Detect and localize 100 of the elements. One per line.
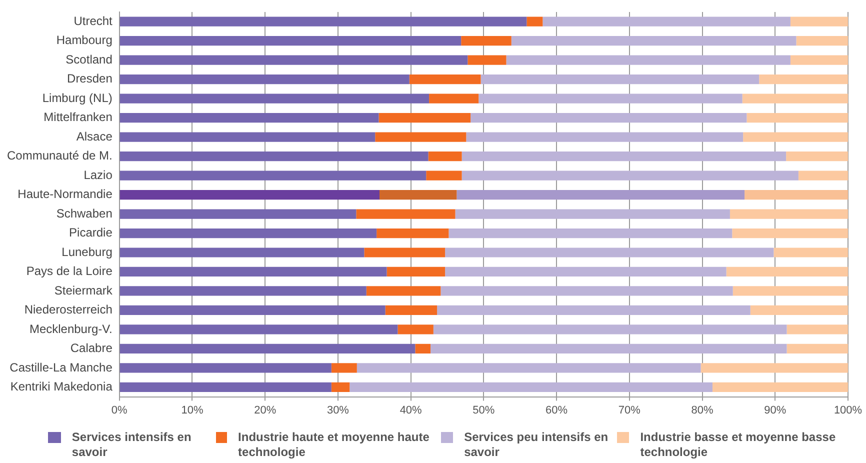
y-tick-label: Luneburg [62,244,112,259]
bar [429,94,479,104]
bar [786,324,848,334]
y-tick-label: Limburg (NL) [42,90,112,105]
bar [120,228,377,238]
y-tick-label: Steiermark [54,283,114,298]
y-tick-label: Mecklenburg-V. [29,322,112,336]
bar [433,324,787,334]
x-tick-label: 10% [181,404,204,416]
y-tick-label: Dresden [67,72,112,86]
bar [732,228,848,238]
bar [470,113,747,123]
bar [331,363,357,373]
bar [120,55,468,65]
bar [385,305,438,316]
bar [120,305,386,316]
y-tick-label: Lazio [84,168,113,182]
bar [742,94,848,104]
x-tick-label: 80% [691,404,714,416]
y-tick-label: Haute-Normandie [18,187,113,202]
y-tick-label: Scotland [66,52,112,66]
x-tick-label: 90% [764,404,786,416]
bar [120,190,380,200]
x-tick-label: 70% [618,404,641,416]
bar [120,74,410,84]
bar [796,36,848,46]
bar [746,113,848,123]
y-tick-label: Castille-La Manche [10,360,113,374]
y-tick-label: Kentriki Makedonia [10,379,113,394]
bar [428,151,462,162]
bar [120,382,332,392]
bar [437,305,750,316]
bar [480,74,760,84]
bar [120,94,430,104]
bar [364,248,446,258]
bar [120,113,379,123]
bar [386,266,446,277]
y-tick-label: Schwaben [56,206,112,220]
bar [445,248,774,258]
bar [120,36,462,46]
bar [356,363,701,373]
bar [455,209,730,219]
bar [426,170,462,180]
y-tick-label: Alsace [76,129,113,144]
y-tick-label: Utrecht [74,14,114,28]
y-tick-label: Hambourg [56,33,112,48]
bar [726,266,848,277]
bar [331,382,350,392]
bar [542,16,790,26]
legend-label: Services intensifs en savoir [72,430,192,460]
bar [120,286,366,296]
bar [786,151,848,162]
bar [462,170,798,180]
bar [376,228,449,238]
bar [120,209,356,219]
bar [120,248,364,258]
bar [380,190,457,200]
bar [712,382,848,392]
bar [398,324,434,334]
legend-label: Industrie haute et moyenne haute technologie [238,430,430,460]
bar [506,55,790,65]
y-tick-label: Niederosterreich [24,302,112,317]
bar [511,36,796,46]
bar [700,363,848,373]
bar [732,286,848,296]
bar [120,363,332,373]
bar [120,132,376,142]
bar [730,209,848,219]
y-tick-label: Calabre [70,341,113,356]
y-tick-label: Mittelfranken [44,110,112,124]
bar [798,170,848,180]
bar [350,382,712,392]
bar [790,55,848,65]
legend-label: Services peu intensifs en savoir [464,430,610,460]
bar [478,94,742,104]
bar [448,228,732,238]
y-tick-label: Pays de la Loire [26,264,113,278]
legend-label: Industrie basse et moyenne basse technologie [640,430,837,460]
y-tick-label: Picardie [69,226,113,240]
bar [120,344,416,354]
x-tick-label: 40% [400,404,422,416]
bar [744,190,848,200]
bar [786,344,848,354]
y-tick-label: Communauté de M. [6,148,112,163]
bar [120,170,426,180]
x-tick-label: 50% [472,404,495,416]
bar [526,16,543,26]
bar [430,344,787,354]
bar [461,36,512,46]
bar [462,151,786,162]
x-tick-label: 0% [111,404,128,416]
bar [445,266,726,277]
bar [774,248,848,258]
x-tick-label: 20% [254,404,276,416]
bar [456,190,745,200]
bar [120,324,398,334]
bar [120,16,527,26]
bar [366,286,441,296]
bar [790,16,848,26]
bar [743,132,848,142]
